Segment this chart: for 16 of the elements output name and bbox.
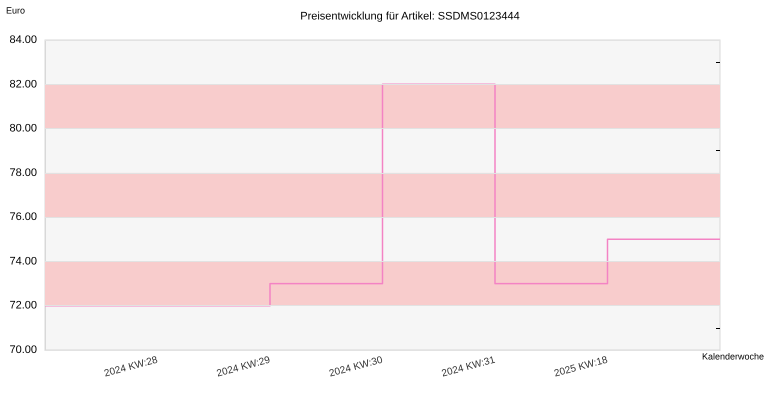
- y-axis-title: Euro: [6, 6, 26, 16]
- y-tick-label: 80.00: [9, 122, 37, 135]
- y-tick-label: 70.00: [9, 344, 37, 356]
- y-tick-label: 78.00: [9, 166, 37, 179]
- x-tick-label: 2025 KW:18: [553, 354, 610, 380]
- x-tick-label: 2024 KW:28: [103, 354, 160, 380]
- x-axis-title: Kalenderwoche: [702, 352, 764, 362]
- y-tick-label: 76.00: [9, 211, 37, 224]
- chart-title: Preisentwicklung für Artikel: SSDMS0123444: [300, 10, 520, 22]
- x-tick-label: 2024 KW:30: [328, 354, 384, 380]
- x-tick-label: 2024 KW:31: [440, 354, 497, 380]
- y-tick-label: 82.00: [9, 78, 37, 90]
- y-tick-label: 74.00: [9, 255, 37, 268]
- y-tick-label: 84.00: [9, 34, 37, 46]
- y-tick-label: 72.00: [9, 300, 37, 312]
- x-tick-label: 2024 KW:29: [216, 354, 272, 380]
